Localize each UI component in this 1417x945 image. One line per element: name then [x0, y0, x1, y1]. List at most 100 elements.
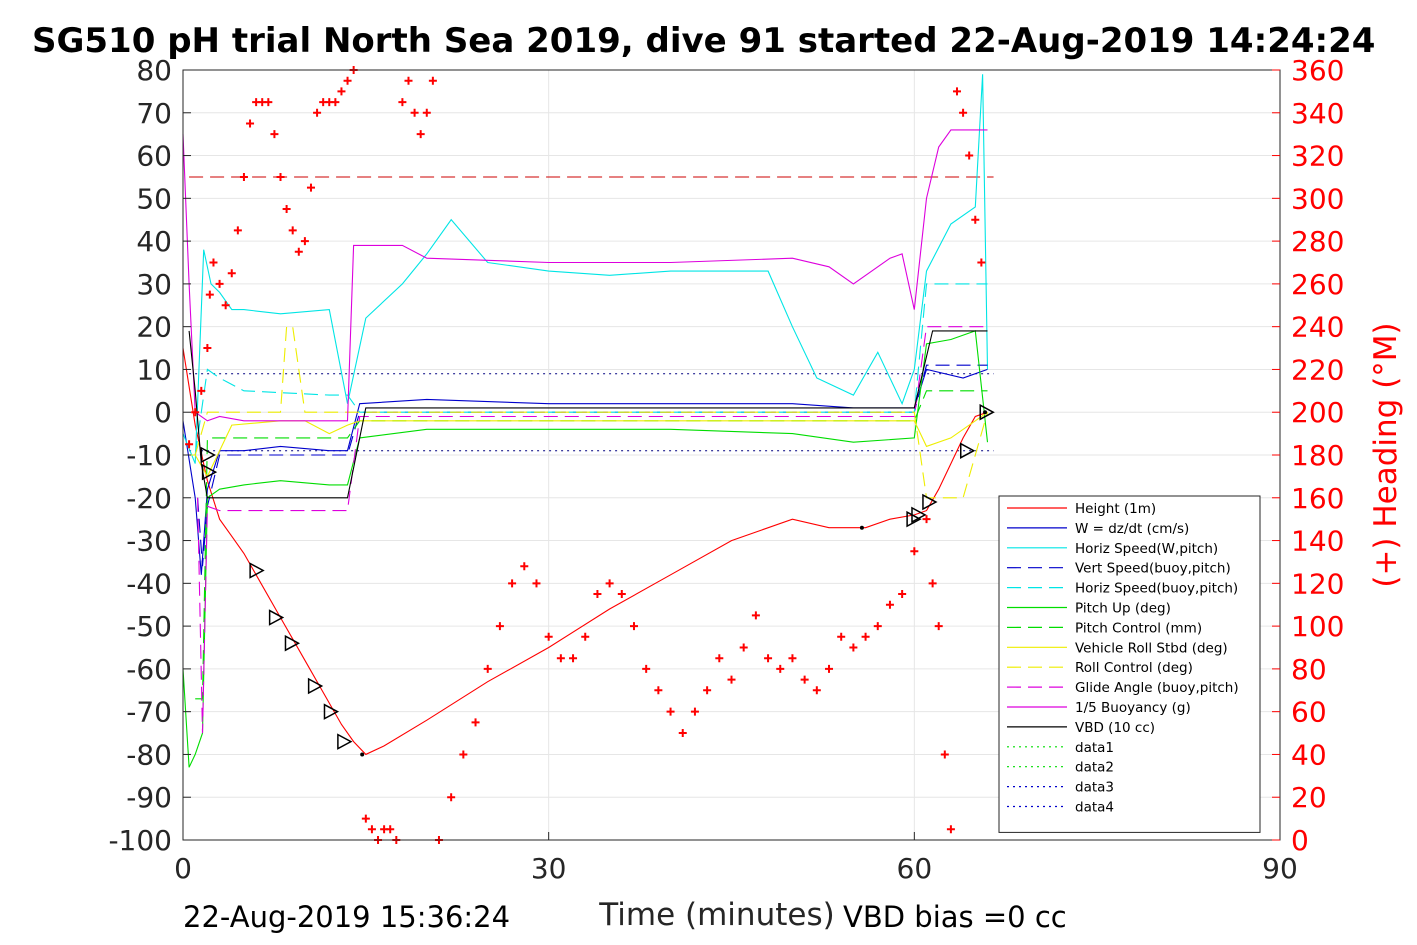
heading-point: [776, 664, 785, 673]
heading-point: [544, 632, 553, 641]
heading-point: [508, 579, 517, 588]
right-y-tick-label: 80: [1291, 653, 1327, 686]
legend-box: [998, 495, 1261, 833]
triangle-marker: [911, 506, 927, 524]
heading-point: [581, 632, 590, 641]
triangle-marker: [268, 609, 285, 626]
heading-point: [459, 750, 468, 759]
left-y-tick-label: 20: [136, 311, 172, 344]
direction-markers: [200, 403, 995, 757]
left-y-tick-label: 80: [136, 54, 172, 87]
heading-point: [447, 793, 456, 802]
heading-point: [398, 98, 407, 107]
heading-point: [313, 108, 322, 117]
right-y-tick-label: 120: [1291, 567, 1344, 600]
series-lines: [182, 74, 989, 768]
heading-point: [337, 87, 346, 96]
heading-point: [959, 108, 968, 117]
heading-point: [404, 76, 413, 85]
reference-lines: [189, 176, 994, 452]
x-axis-label: Time (minutes): [598, 897, 834, 933]
legend-entry: W = dz/dt (cm/s): [1075, 521, 1189, 537]
triangle-marker: [201, 463, 218, 481]
heading-point: [898, 590, 907, 599]
legend-entry: Pitch Control (mm): [1075, 620, 1202, 636]
left-y-tick-label: -40: [126, 567, 172, 600]
heading-point: [483, 664, 492, 673]
heading-point: [203, 344, 212, 353]
heading-point: [977, 258, 986, 267]
heading-point: [416, 130, 425, 139]
left-y-tick-label: -20: [126, 482, 172, 515]
heading-point: [205, 290, 214, 299]
heading-point: [270, 130, 279, 139]
heading-point: [191, 408, 200, 417]
x-tick-label: 60: [897, 852, 933, 885]
right-y-tick-label: 340: [1291, 97, 1344, 130]
triangle-marker: [337, 733, 353, 750]
heading-point: [690, 707, 699, 716]
legend-entry: Roll Control (deg): [1075, 660, 1193, 676]
left-y-axis-ticks: 80 70 60 50 40 30 20 10 0 -10 -20 -30 -40 -50 -60 -70 -8…: [108, 54, 191, 857]
heading-point: [642, 664, 651, 673]
heading-point: [428, 76, 437, 85]
heading-point: [922, 515, 931, 524]
triangle-marker: [307, 677, 324, 695]
triangle-marker: [922, 493, 938, 511]
legend-entry: Vert Speed(buoy,pitch): [1075, 561, 1231, 577]
triangle-marker: [979, 403, 995, 421]
heading-point: [227, 269, 236, 278]
triangle-marker: [200, 446, 216, 464]
heading-point: [221, 301, 230, 310]
legend-entry: Vehicle Roll Stbd (deg): [1075, 640, 1228, 656]
series-line: [182, 74, 989, 464]
left-y-tick-label: -100: [108, 824, 172, 857]
heading-point: [331, 98, 340, 107]
heading-point: [233, 226, 242, 235]
right-y-tick-label: 60: [1291, 696, 1327, 729]
triangle-marker: [959, 442, 976, 459]
heading-point: [873, 622, 882, 631]
x-tick-label: 30: [531, 852, 567, 885]
left-y-tick-label: -80: [126, 738, 172, 771]
heading-point: [422, 108, 431, 117]
dot-marker: [360, 752, 365, 757]
legend-entry: Pitch Up (deg): [1075, 601, 1171, 617]
x-tick-label: 90: [1262, 852, 1298, 885]
heading-point: [928, 579, 937, 588]
heading-point: [739, 643, 748, 652]
right-y-tick-label: 260: [1291, 268, 1344, 301]
right-y-tick-label: 180: [1291, 439, 1344, 472]
dot-marker: [983, 410, 988, 415]
heading-point: [727, 675, 736, 684]
right-y-tick-label: 0: [1291, 824, 1309, 857]
left-y-tick-label: -90: [126, 781, 172, 814]
heading-point: [934, 622, 943, 631]
heading-point: [678, 729, 687, 738]
heading-point: [569, 654, 578, 663]
left-y-tick-label: -50: [126, 610, 172, 643]
legend-entry: Height (1m): [1075, 501, 1156, 517]
heading-point: [361, 814, 370, 823]
left-y-tick-label: -60: [126, 653, 172, 686]
right-y-tick-label: 140: [1291, 525, 1344, 558]
right-y-tick-label: 220: [1291, 353, 1344, 386]
legend-entry: data1: [1075, 740, 1114, 756]
heading-point: [185, 440, 194, 449]
heading-point: [952, 87, 961, 96]
x-tick-label: 0: [174, 852, 192, 885]
series-line: [188, 330, 988, 499]
legend-entry: 1/5 Buoyancy (g): [1075, 700, 1191, 716]
series-line: [197, 326, 988, 734]
left-y-tick-label: 0: [154, 396, 172, 429]
series-line: [195, 390, 988, 700]
heading-point: [885, 600, 894, 609]
legend-entry: data4: [1075, 800, 1114, 816]
heading-point: [764, 654, 773, 663]
right-y-tick-label: 200: [1291, 396, 1344, 429]
heading-point: [343, 76, 352, 85]
right-y-tick-label: 300: [1291, 182, 1344, 215]
heading-point: [800, 675, 809, 684]
right-y-tick-label: 100: [1291, 610, 1344, 643]
chart-title: SG510 pH trial North Sea 2019, dive 91 s…: [32, 21, 1375, 61]
